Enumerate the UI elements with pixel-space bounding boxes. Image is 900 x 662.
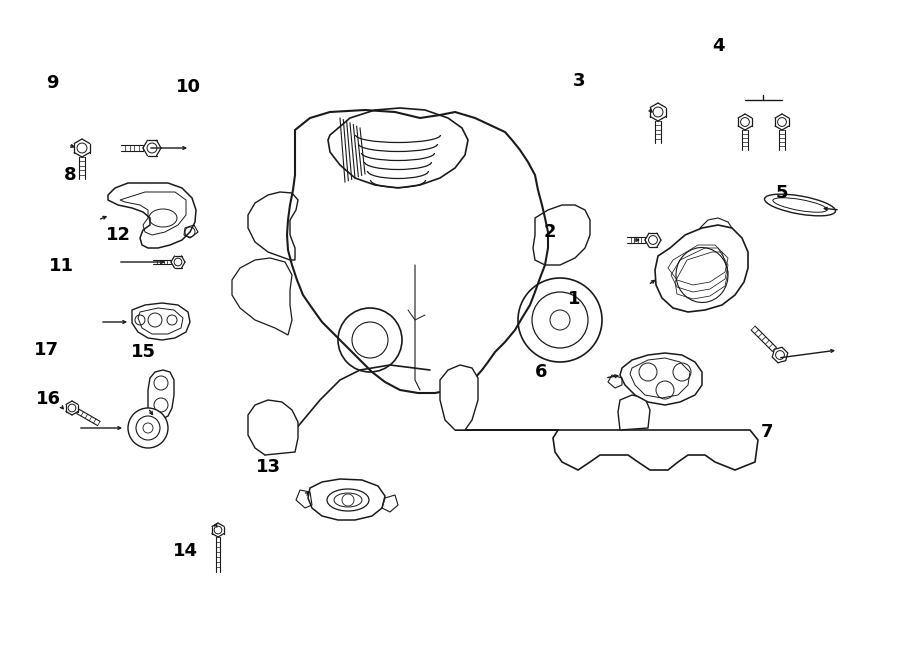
Ellipse shape bbox=[327, 489, 369, 511]
Polygon shape bbox=[620, 353, 702, 405]
Text: 9: 9 bbox=[46, 73, 58, 92]
Text: 11: 11 bbox=[49, 257, 74, 275]
Text: 2: 2 bbox=[544, 222, 556, 241]
Polygon shape bbox=[655, 225, 748, 312]
Polygon shape bbox=[132, 303, 190, 340]
Polygon shape bbox=[108, 183, 196, 248]
Text: 13: 13 bbox=[256, 457, 281, 476]
Text: 1: 1 bbox=[568, 290, 580, 308]
Text: 15: 15 bbox=[130, 343, 156, 361]
Polygon shape bbox=[440, 365, 478, 430]
Text: 5: 5 bbox=[776, 184, 788, 203]
Polygon shape bbox=[618, 395, 650, 430]
Polygon shape bbox=[455, 430, 758, 470]
Text: 14: 14 bbox=[173, 542, 198, 560]
Polygon shape bbox=[148, 370, 174, 420]
Text: 17: 17 bbox=[34, 340, 59, 359]
Polygon shape bbox=[308, 479, 385, 520]
Text: 7: 7 bbox=[760, 422, 773, 441]
Text: 10: 10 bbox=[176, 78, 201, 97]
Circle shape bbox=[128, 408, 168, 448]
Text: 16: 16 bbox=[36, 389, 61, 408]
Text: 12: 12 bbox=[106, 226, 131, 244]
Polygon shape bbox=[248, 400, 298, 455]
Text: 6: 6 bbox=[535, 363, 547, 381]
Text: 4: 4 bbox=[712, 37, 724, 56]
Text: 8: 8 bbox=[64, 166, 76, 185]
Ellipse shape bbox=[764, 194, 835, 216]
Text: 3: 3 bbox=[572, 71, 585, 90]
